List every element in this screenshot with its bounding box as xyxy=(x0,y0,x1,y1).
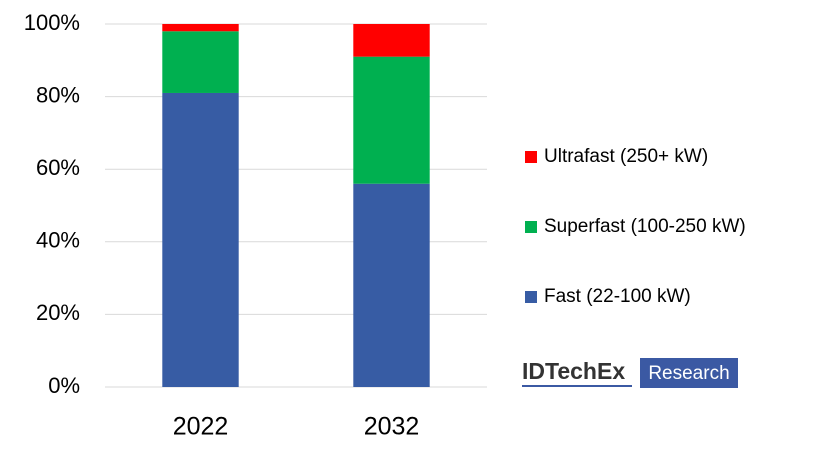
y-tick-label: 60% xyxy=(36,155,80,180)
y-tick-label: 0% xyxy=(48,373,80,398)
y-tick-label: 40% xyxy=(36,228,80,253)
bar-segment xyxy=(353,24,430,57)
legend-label: Fast (22-100 kW) xyxy=(544,286,691,307)
bar-segment xyxy=(162,24,239,32)
x-tick-label: 2032 xyxy=(364,413,420,441)
logo-brand: IDTechEx xyxy=(522,358,625,384)
x-tick-label: 2022 xyxy=(173,413,229,441)
y-tick-label: 100% xyxy=(24,10,80,35)
legend-swatch xyxy=(525,221,537,233)
legend-swatch xyxy=(525,151,537,163)
bar-segment xyxy=(162,31,239,93)
legend-label: Superfast (100-250 kW) xyxy=(544,216,746,237)
legend-swatch xyxy=(525,291,537,303)
bar-segment xyxy=(353,56,430,184)
y-tick-label: 20% xyxy=(36,300,80,325)
y-tick-label: 80% xyxy=(36,82,80,107)
logo-product: Research xyxy=(648,363,729,384)
logo-box xyxy=(640,358,738,388)
bar-segment xyxy=(162,92,239,387)
legend-label: Ultrafast (250+ kW) xyxy=(544,146,708,167)
bar-segment xyxy=(353,183,430,387)
